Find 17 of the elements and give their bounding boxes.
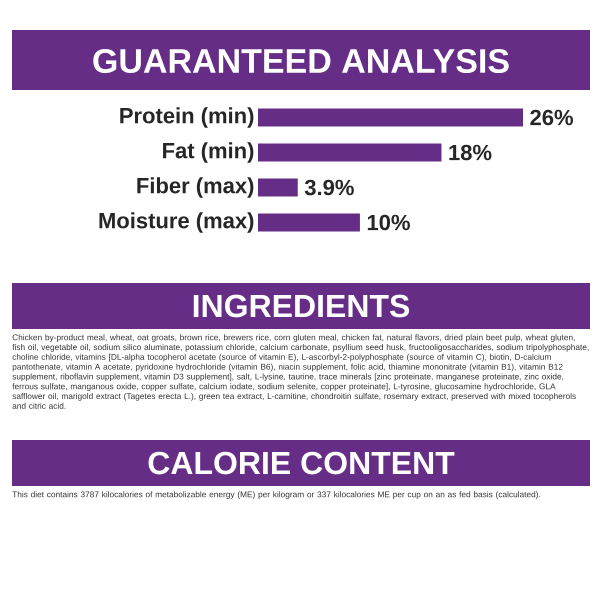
chart-title: GUARANTEED ANALYSIS [93,48,509,74]
text: This diet contains 3787 kilocalories of metabolizable energy (ME) per kilogram or 337 kilocalories ME per cup on an as fed basis (calculated). [12,491,540,499]
bar [258,214,360,232]
text: Chicken by-product meal, wheat, oat groats, brown rice, brewers rice, corn gluten meal, chicken fat, natural flavors, dried plain beet pulp, wheat gluten, fish oil, vegetable oil, sodium silico aluminate, potassium chloride, calcium carbonate, psyllium seed husk, fructooligosaccharides, sodium tripolyphosphate, choline chloride, vitamins [DL-alpha tocopherol acetate (source of vitamin E), L-ascorbyl-2-polyphosphate (source of vitamin C), biotin, D-calcium pantothenate, vitamin A acetate, pyridoxine hydrochloride (vitamin B6), niacin supplement, folic acid, thiamine mononitrate (vitamin B1), vitamin B12 supplement, riboflavin supplement, vitamin D3 supplement], salt, L-lysine, taurine, trace minerals [zinc proteinate, manganese proteinate, zinc oxide, ferrous sulfate, manganous oxide, copper sulfate, calcium iodate, sodium selenite, copper proteinate], L-tyrosine, glucosamine hydrochloride, GLA safflower oil, marigold extract (Tagetes erecta L.), green tea extract, L-carnitine, chondroitin sulfate, rosemary extract, preserved with mixed tocopherols and citric acid. [12,334,588,409]
bar [258,108,524,127]
data-label: 10% [368,214,410,230]
y-tick-label: Moisture (max) [99,212,254,233]
text: CALORIE CONTENT [148,452,454,474]
y-tick-label: Fat (min) [163,142,254,163]
bar [258,178,298,197]
bar [258,144,442,162]
data-label: 26% [530,110,573,126]
y-tick-label: Fiber (max) [137,177,254,198]
data-label: 18% [449,144,492,160]
data-label: 3.9% [304,180,354,196]
y-tick-label: Protein (min) [120,107,254,128]
text: INGREDIENTS [194,294,410,318]
